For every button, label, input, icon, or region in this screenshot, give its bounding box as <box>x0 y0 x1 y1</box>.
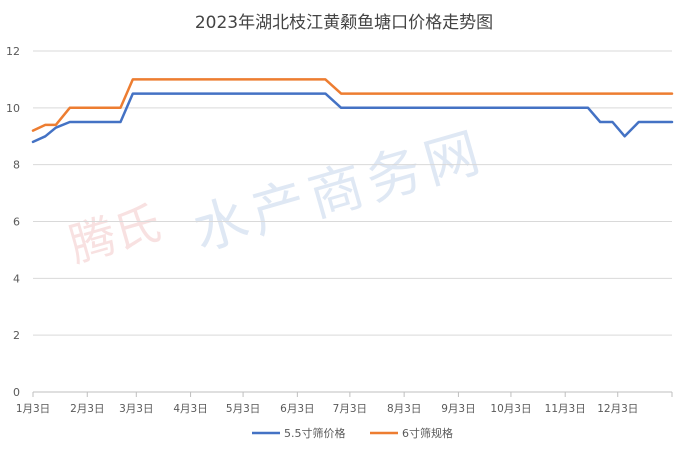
x-tick-label: 5月3日 <box>226 403 260 415</box>
watermark-text-site: 水产商务网 <box>186 119 492 262</box>
x-tick-label: 7月3日 <box>333 403 367 415</box>
x-tick-label: 2月3日 <box>70 403 104 415</box>
y-tick-label: 2 <box>13 329 20 342</box>
x-tick-label: 6月3日 <box>280 403 314 415</box>
legend: 5.5寸筛价格 6寸筛规格 <box>252 426 453 440</box>
y-tick-label: 0 <box>13 386 20 399</box>
series-lines <box>31 78 674 144</box>
x-tick-label: 9月3日 <box>441 403 475 415</box>
y-tick-label: 10 <box>6 102 20 115</box>
y-tick-label: 6 <box>13 216 20 229</box>
watermark: 腾氏 水产商务网 <box>63 119 492 272</box>
legend-label-1: 5.5寸筛价格 <box>284 426 346 440</box>
x-tick-label: 10月3日 <box>490 403 531 415</box>
y-tick-label: 4 <box>13 272 20 285</box>
chart-title: 2023年湖北枝江黄颡鱼塘口价格走势图 <box>195 13 493 33</box>
x-tick-label: 4月3日 <box>173 403 207 415</box>
watermark-text-brand: 腾氏 <box>63 195 166 272</box>
x-tick-label: 11月3日 <box>545 403 586 415</box>
y-axis-ticks: 0 2 4 6 8 10 12 <box>6 45 20 399</box>
series-line-2 <box>31 78 674 132</box>
x-tick-label: 8月3日 <box>387 403 421 415</box>
x-tick-label: 1月3日 <box>16 403 50 415</box>
x-axis-ticks: 1月3日 2月3日 3月3日 4月3日 5月3日 6月3日 7月3日 8月3日 9月3日 10月3… <box>16 392 673 415</box>
x-tick-label: 3月3日 <box>119 403 153 415</box>
series-line-1 <box>31 92 674 144</box>
x-tick-label: 12月3日 <box>597 403 638 415</box>
y-tick-label: 8 <box>13 159 20 172</box>
legend-label-2: 6寸筛规格 <box>402 426 453 440</box>
y-tick-label: 12 <box>6 45 20 58</box>
